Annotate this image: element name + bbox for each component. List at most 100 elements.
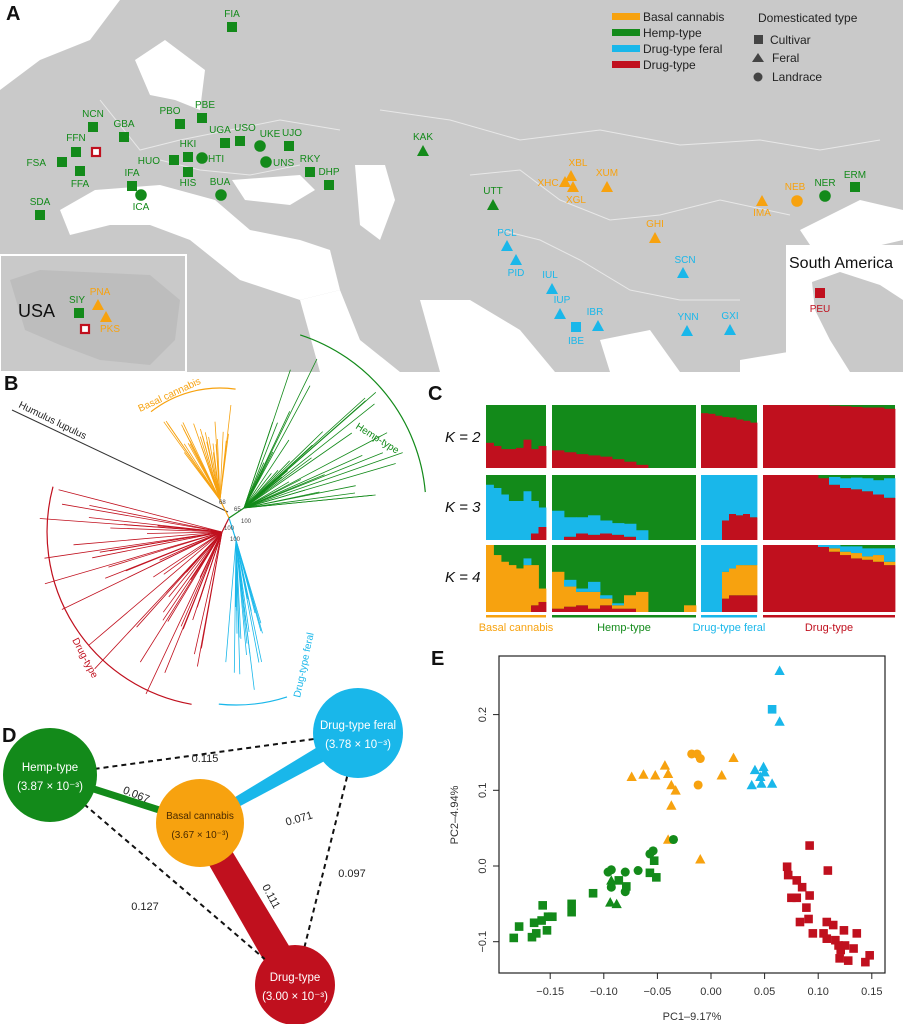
ancestry-bar [851, 558, 863, 612]
ancestry-bar [722, 475, 730, 521]
triangle-marker [487, 199, 499, 210]
data-point-triangle [638, 769, 649, 779]
legend-label: Drug-type [643, 58, 696, 72]
ancestry-bar [600, 533, 613, 540]
ancestry-bar [552, 510, 565, 540]
site-label: IFA [124, 168, 139, 179]
legend-label: Drug-type feral [643, 42, 722, 56]
site-hti: HTI [196, 152, 224, 165]
tree-branch [124, 524, 223, 533]
node-label: Basal cannabis [166, 811, 234, 822]
data-point-square [795, 917, 805, 927]
ancestry-bar [588, 455, 601, 468]
feral-triangle-icon [752, 53, 764, 62]
ancestry-bar [612, 534, 625, 540]
site-gba: GBA [113, 119, 135, 142]
data-point-square [805, 841, 814, 850]
legend-swatch-feral [612, 45, 640, 52]
ancestry-bar [564, 606, 577, 612]
group-label: Drug-type feral [693, 622, 766, 634]
square-marker [284, 141, 294, 151]
structure-block-k4-drug [763, 545, 896, 612]
data-point-square [548, 912, 557, 922]
ancestry-bar [851, 489, 863, 540]
data-point-circle [693, 780, 703, 790]
site-label: PBE [195, 100, 215, 111]
ancestry-bar [785, 475, 797, 540]
site-unlabeled [79, 323, 91, 335]
clade-stem [221, 517, 230, 533]
square-marker [197, 113, 207, 123]
site-ynn: YNN [677, 312, 699, 336]
clade-hemp [228, 334, 426, 519]
ancestry-bar [796, 475, 808, 540]
site-label: NCN [82, 109, 104, 120]
ancestry-bar [576, 591, 589, 606]
data-point-square [836, 945, 846, 955]
tree-branch [243, 492, 356, 509]
ancestry-bar [862, 548, 874, 557]
square-marker [169, 155, 179, 165]
edge-label: 0.115 [192, 753, 219, 765]
ancestry-bar [576, 533, 589, 540]
ancestry-bar [884, 561, 896, 566]
site-ffa: FFA [71, 166, 89, 190]
node-circle [156, 779, 244, 867]
data-point-triangle [659, 760, 671, 770]
site-label: IUL [542, 270, 558, 281]
square-marker [127, 181, 137, 191]
data-point-square [787, 893, 796, 903]
site-pbe: PBE [195, 100, 215, 123]
site-label: GXI [721, 311, 738, 322]
tree-branch [88, 531, 223, 646]
data-point-square [652, 873, 661, 882]
data-point-triangle [758, 761, 769, 772]
ancestry-bar [818, 405, 830, 468]
node-feral: Drug-type feral (3.78 × 10⁻³) [313, 688, 403, 778]
triangle-marker [567, 181, 579, 192]
data-point-square [839, 926, 849, 935]
ancestry-bar [873, 494, 885, 540]
node-circle [313, 688, 403, 778]
site-label: PID [508, 268, 525, 279]
ancestry-bar [493, 488, 502, 540]
ancestry-bar [516, 501, 524, 540]
site-label: UJO [282, 128, 302, 139]
clade-arc [150, 387, 236, 413]
tree-branch [162, 531, 223, 613]
data-point-circle [606, 865, 616, 875]
tree-branch [105, 531, 223, 579]
ancestry-bar [624, 536, 637, 540]
ancestry-bar [701, 413, 709, 468]
tree-branch [199, 436, 221, 501]
ancestry-bar [538, 527, 547, 540]
site-erm: ERM [844, 170, 866, 192]
ancestry-bar [624, 595, 637, 609]
cultivar-square-icon [754, 35, 763, 44]
data-point-triangle [716, 770, 727, 780]
series-hemp [509, 834, 678, 943]
triangle-marker [565, 170, 577, 181]
site-ibe: IBE [568, 322, 584, 347]
site-label: HTI [208, 154, 224, 165]
ancestry-bar [493, 555, 502, 612]
ancestry-bar [818, 545, 830, 548]
k-label: K = 2 [445, 429, 481, 446]
site-label: DHP [318, 167, 339, 178]
tree-branch [183, 452, 221, 501]
site-label: KAK [413, 132, 433, 143]
site-label: HIS [180, 178, 197, 189]
landrace-circle-icon [753, 72, 763, 82]
site-peu: PEU [810, 288, 830, 315]
pca-scatter: −0.15 −0.10 −0.05 0.00 0.05 0.10 0.15 −0.1 0.0 0.… [477, 665, 883, 998]
node-value: (3.67 × 10⁻³) [171, 830, 228, 841]
site-gxi: GXI [721, 311, 739, 335]
ancestry-bar [636, 530, 649, 540]
panel-a-map: A USA South America Basal cannabis Hemp-t… [0, 0, 903, 373]
panel-e-letter: E [431, 648, 444, 670]
x-axis-label: PC1–9.17% [663, 1011, 722, 1023]
bootstrap-value: 65 [234, 507, 241, 513]
site-fia: FIA [224, 9, 240, 32]
data-point-triangle [749, 764, 761, 775]
tree-branch [190, 531, 223, 581]
